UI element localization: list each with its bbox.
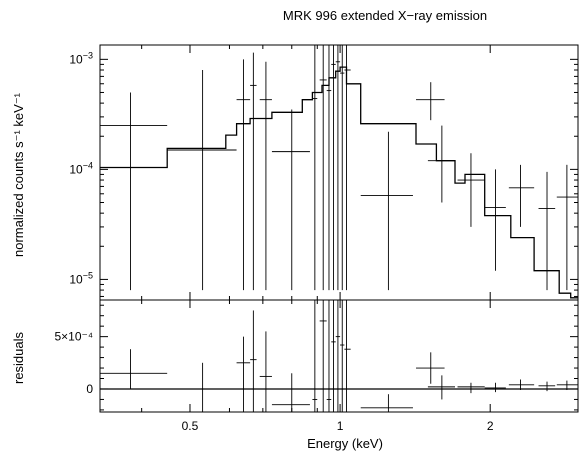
spectrum-point-17 [484,169,506,271]
y-tick-label-1: 10−4 [69,160,93,176]
x-tick-label-1: 1 [337,419,344,433]
lower-panel-residuals: 0.5 1 2 5×10⁻⁴ 0 [54,299,579,433]
residual-point-4 [259,331,272,412]
x-axis-label: Energy (keV) [307,436,383,451]
spectrum-point-13 [360,131,413,291]
lower-plot-frame [99,299,579,413]
spectrum-point-9 [331,45,336,291]
resid-tick-label-1: 0 [86,382,93,396]
residual-point-9 [331,300,336,412]
spectrum-point-11 [340,45,345,291]
y-axis-label-residuals: residuals [11,331,26,384]
residual-point-2 [236,336,251,412]
spectrum-point-15 [427,125,455,203]
upper-plot-frame [99,44,579,301]
y-tick-label-2: 10−5 [69,270,93,286]
residual-point-10 [335,300,341,412]
spectrum-point-18 [508,164,535,227]
residual-point-14 [416,352,445,384]
spectrum-point-19 [538,171,556,291]
chart-title: MRK 996 extended X−ray emission [283,8,487,23]
model-step-curve [100,66,578,299]
residual-point-3 [250,310,257,412]
y-tick-label-0: 10−3 [69,50,93,66]
residual-point-13 [360,394,413,412]
residual-point-16 [457,382,485,394]
spectrum-point-5 [271,109,310,291]
spectrum-point-4 [259,61,272,291]
residual-point-20 [556,380,578,391]
spectrum-point-20 [556,164,578,291]
residual-point-19 [538,381,556,392]
resid-tick-label-0: 5×10⁻⁴ [54,330,93,344]
spectrum-point-12 [344,45,351,291]
residual-point-0 [100,349,168,389]
upper-panel-spectrum: 10−3 10−4 10−5 [69,44,579,301]
residual-point-1 [167,362,237,412]
residual-point-8 [326,300,332,412]
residual-point-11 [340,300,345,412]
residual-point-5 [271,373,310,412]
x-tick-label-0: 0.5 [182,419,199,433]
spectrum-point-1 [167,70,237,291]
spectrum-point-7 [319,45,327,291]
y-axis-label-counts: normalized counts s⁻¹ keV⁻¹ [11,92,26,257]
residual-point-15 [427,375,455,400]
spectrum-point-3 [250,52,257,291]
spectrum-point-2 [236,59,251,291]
residual-point-6 [312,300,318,412]
spectrum-point-8 [326,45,332,291]
spectrum-point-10 [335,45,341,291]
residual-point-17 [484,382,506,393]
residual-point-7 [319,300,327,412]
spectrum-point-16 [457,153,485,227]
residual-point-18 [508,379,535,391]
residual-point-12 [344,300,351,412]
x-tick-label-2: 2 [487,419,494,433]
spectrum-point-6 [312,45,318,291]
spectrum-point-14 [416,82,445,121]
spectrum-point-0 [100,92,168,291]
